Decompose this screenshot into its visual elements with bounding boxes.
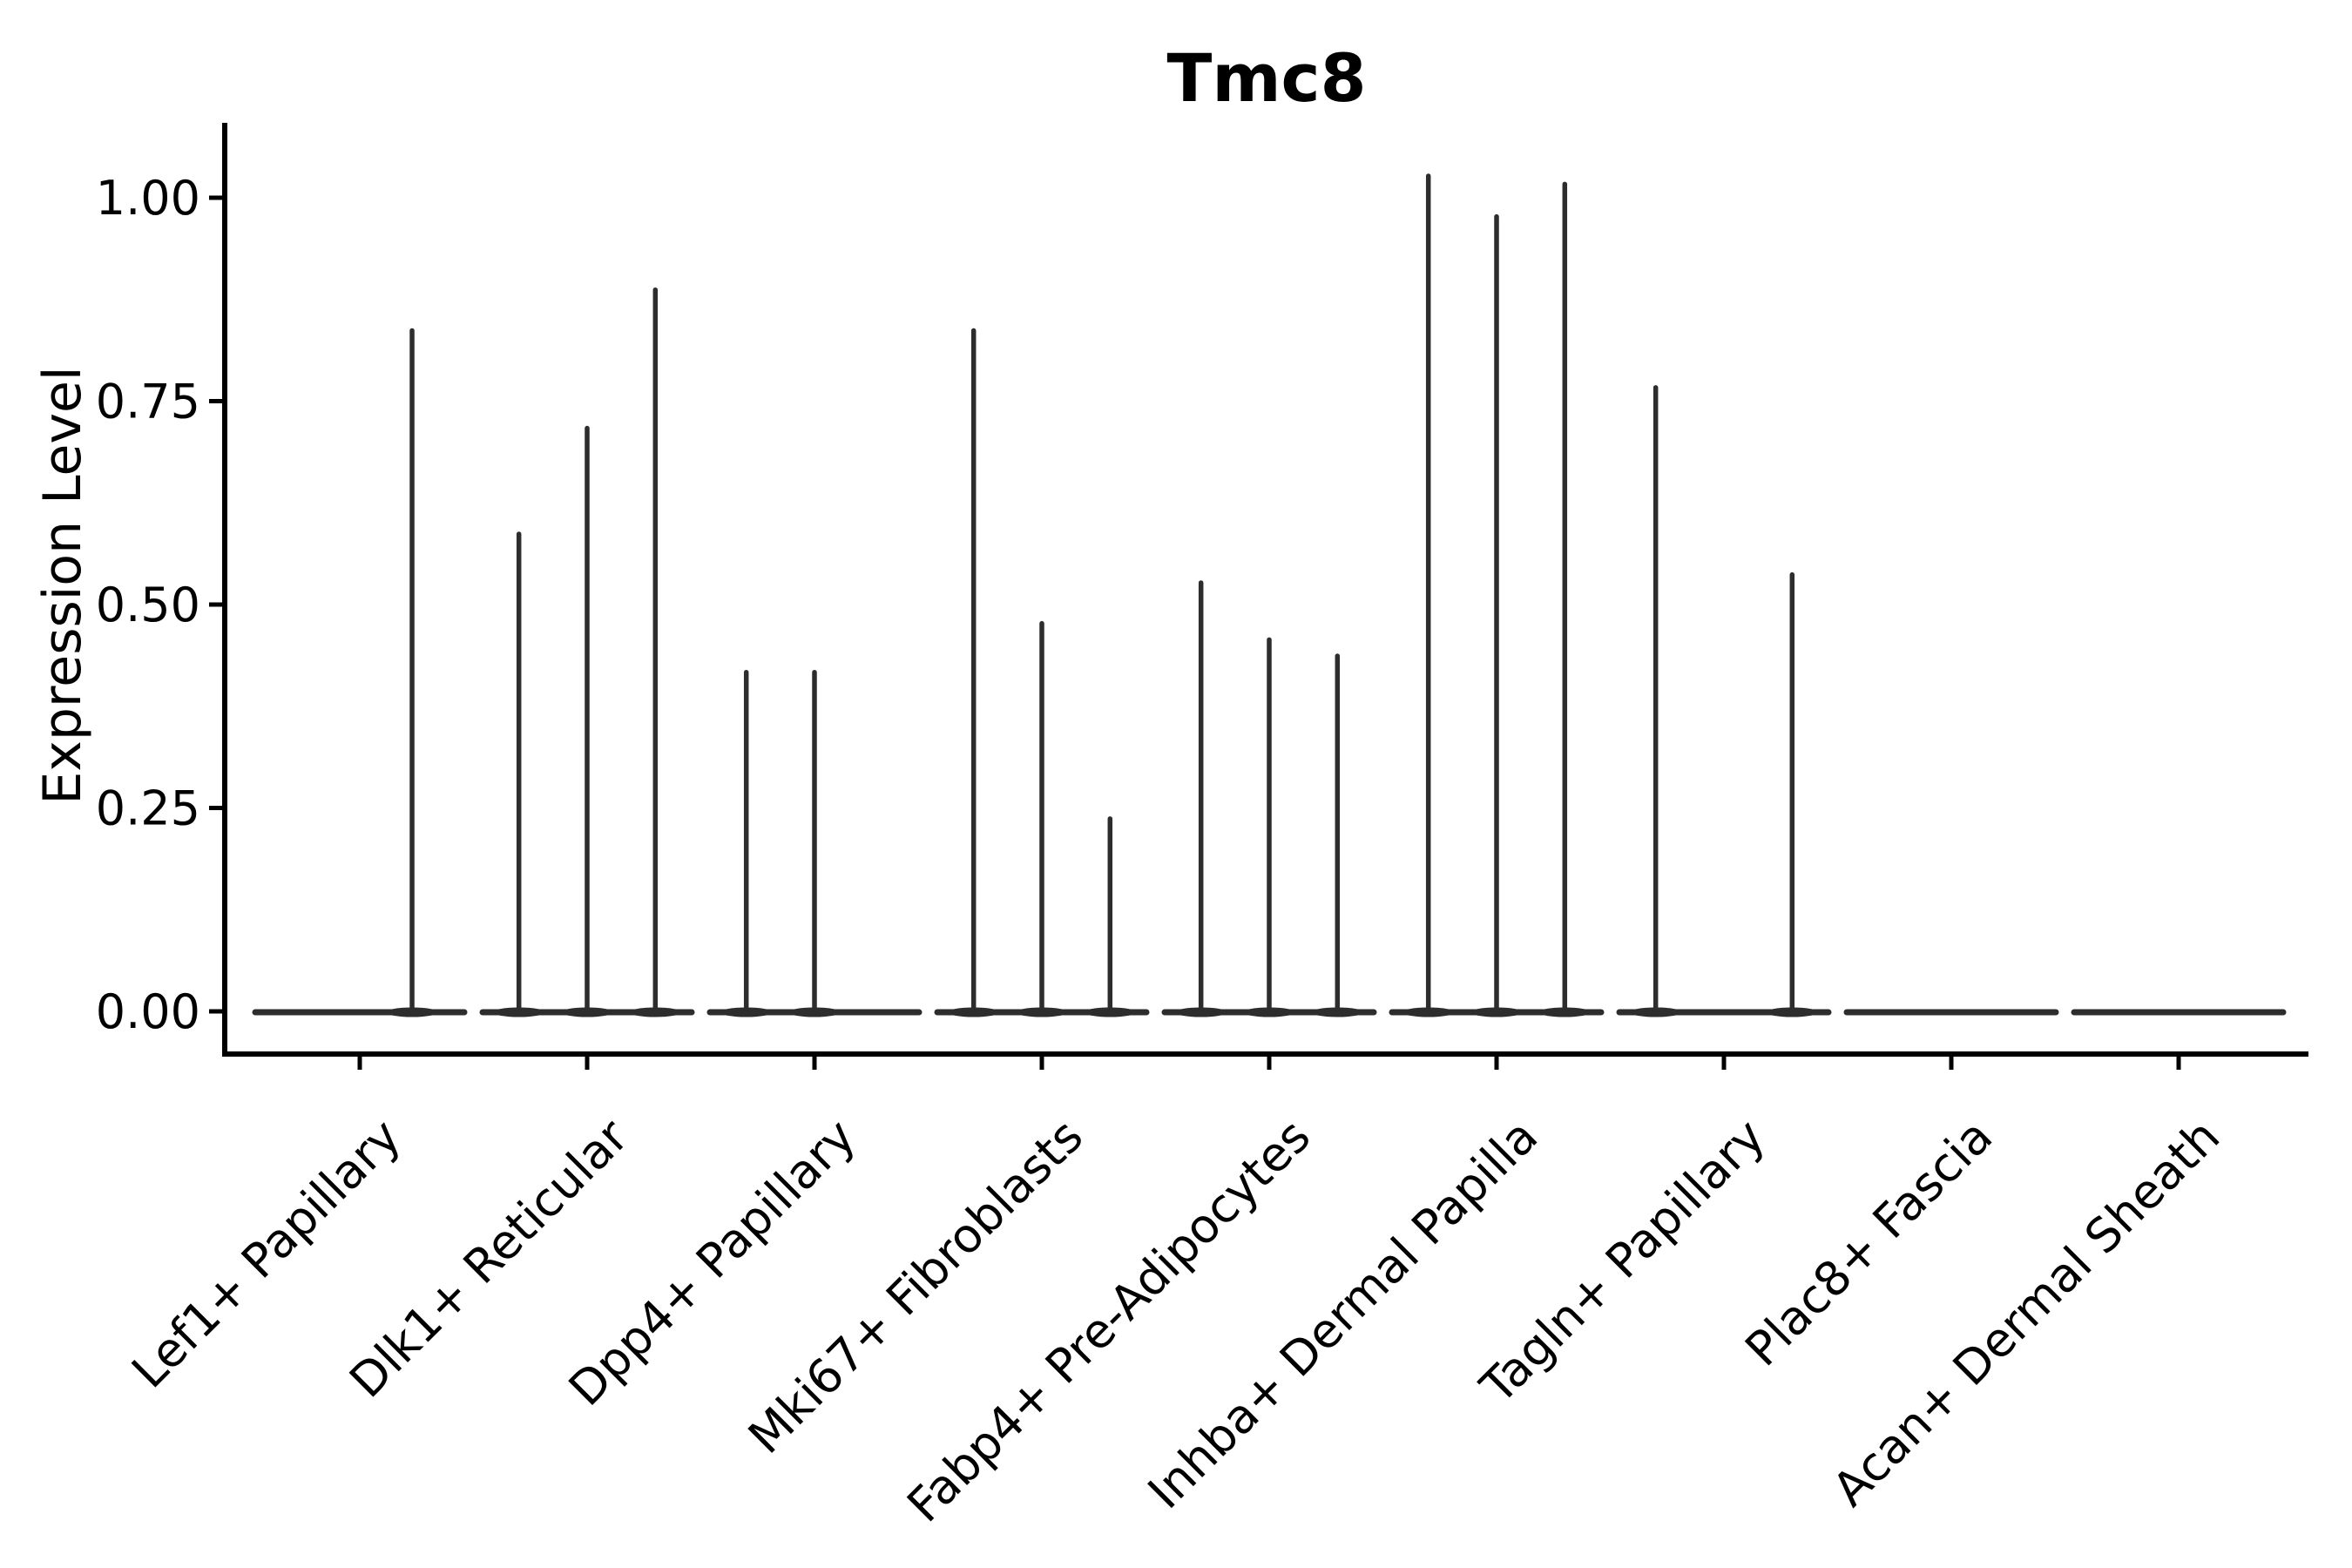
y-tick-label: 1.00 [96,171,200,226]
violins [252,173,2287,1017]
violin-group [1616,385,1832,1017]
y-tick-label: 0.75 [96,375,200,429]
y-tick-label: 0.50 [96,578,200,632]
violin-group [1161,580,1377,1017]
x-category-label: Acan+ Dermal Sheath [1822,1109,2230,1517]
axes [209,123,2308,1070]
violin-group [252,328,468,1017]
y-axis-title: Expression Level [32,366,93,804]
axis-spines [222,123,2308,1057]
x-category-label: Inhba+ Dermal Papilla [1138,1109,1548,1519]
chart-title: Tmc8 [1167,39,1367,117]
violin-group [934,328,1150,1017]
y-tick-label: 0.00 [96,984,200,1039]
violin-group [1389,173,1605,1017]
violin-group [479,287,695,1017]
y-tick-label: 0.25 [96,781,200,836]
x-category-label: Fabp4+ Pre-Adipocytes [896,1109,1321,1533]
violin-group [706,669,923,1017]
